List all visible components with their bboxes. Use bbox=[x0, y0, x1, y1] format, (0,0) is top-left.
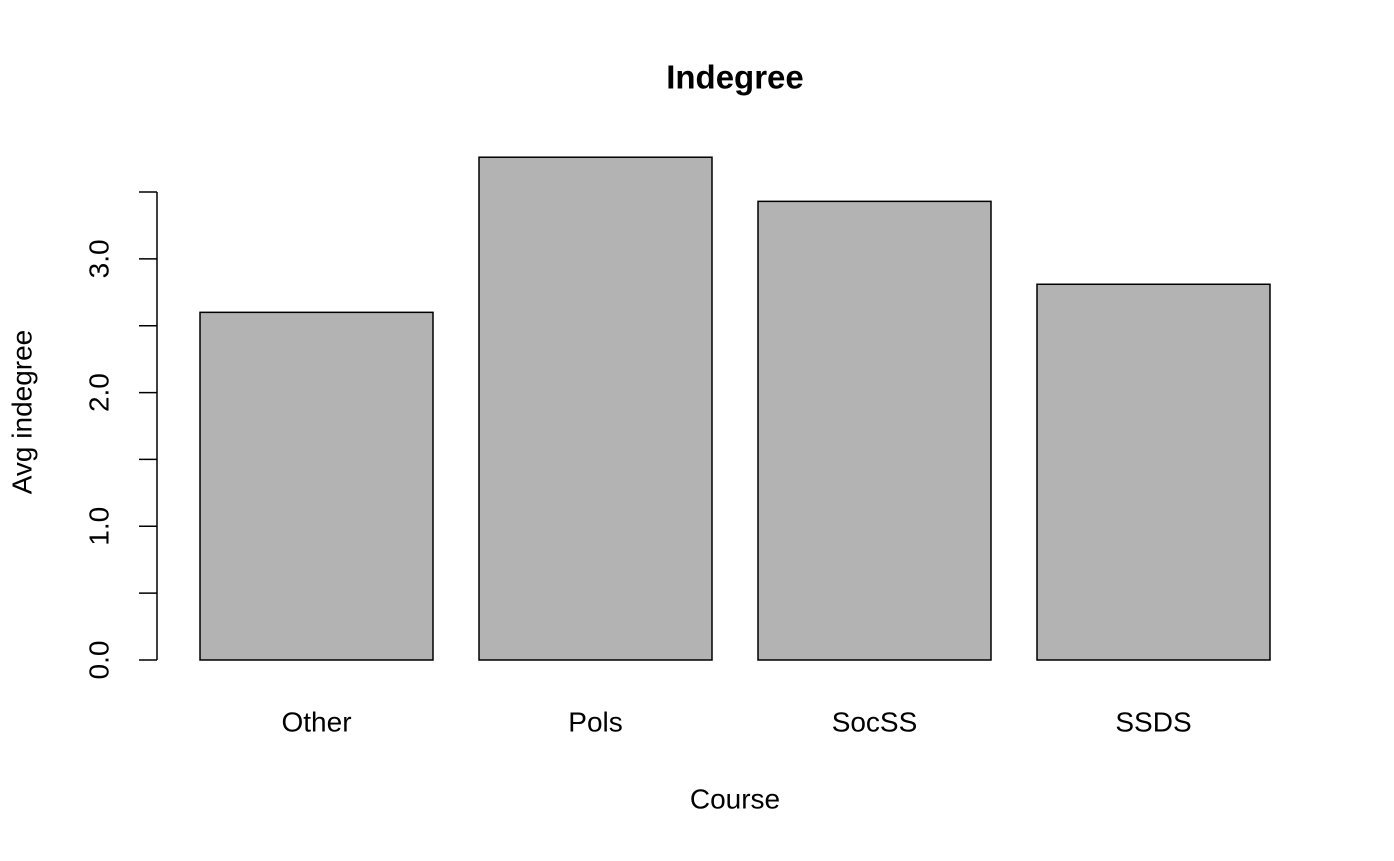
x-axis-label: Course bbox=[690, 783, 780, 814]
y-tick-label: 2.0 bbox=[83, 373, 114, 412]
x-tick-label: SSDS bbox=[1115, 706, 1191, 737]
x-tick-label: Other bbox=[281, 706, 351, 737]
x-tick-label: SocSS bbox=[832, 706, 918, 737]
bar bbox=[478, 156, 713, 661]
y-tick-label: 1.0 bbox=[83, 507, 114, 546]
x-tick-label: Pols bbox=[568, 706, 622, 737]
y-tick-label: 0.0 bbox=[83, 641, 114, 680]
bar bbox=[757, 200, 992, 661]
y-tick-label: 3.0 bbox=[83, 239, 114, 278]
chart-title: Indegree bbox=[666, 59, 804, 96]
y-axis-label: Avg indegree bbox=[6, 330, 37, 495]
bar bbox=[199, 311, 434, 661]
bar bbox=[1036, 283, 1271, 661]
